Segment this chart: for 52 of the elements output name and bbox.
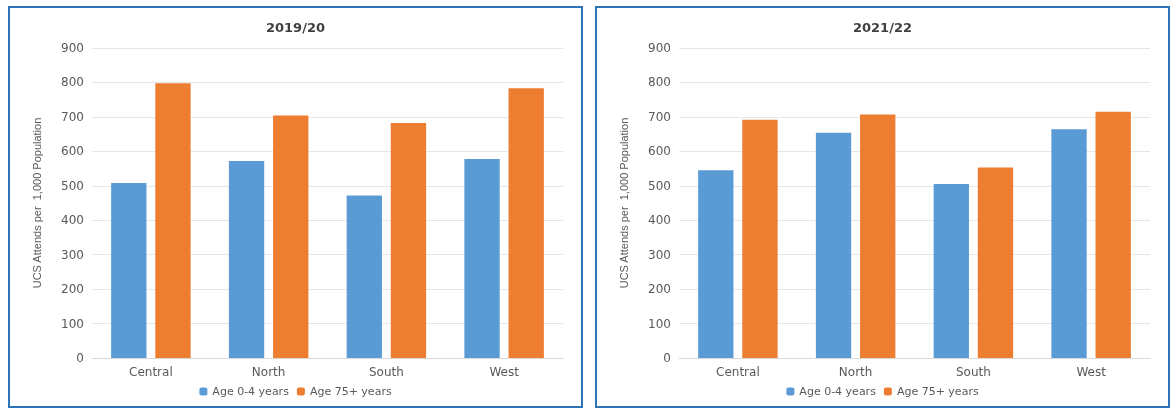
bar [742, 119, 778, 358]
y-tick-label: 0 [663, 351, 671, 365]
bar [228, 160, 265, 358]
y-tick-label: 900 [61, 41, 84, 55]
y-tick-label: 500 [648, 178, 671, 193]
x-tick-label: Central [716, 365, 760, 379]
legend-label: Age 75+ years [896, 385, 979, 398]
x-tick-label: West [489, 365, 520, 379]
bar [860, 114, 896, 358]
y-tick-label: 300 [648, 247, 671, 262]
y-tick-label: 700 [648, 109, 671, 124]
bar [698, 170, 734, 358]
y-tick-label: 500 [61, 178, 84, 193]
y-tick-label: 200 [61, 282, 84, 297]
y-tick-label: 700 [61, 109, 84, 124]
y-tick-label: 400 [648, 213, 671, 228]
y-tick-label: 600 [648, 144, 671, 159]
y-tick-label: 100 [61, 316, 84, 331]
chart-title: 2019/20 [265, 20, 326, 35]
x-tick-label: West [1076, 365, 1107, 379]
y-tick-label: 300 [61, 247, 84, 262]
bar [933, 184, 969, 358]
bar [390, 123, 427, 358]
bar [346, 195, 382, 358]
y-tick-label: 800 [648, 75, 671, 90]
chart-title: 2021/22 [852, 20, 913, 35]
y-tick-label: 100 [648, 316, 671, 331]
x-tick-label: North [838, 365, 873, 379]
bar [815, 132, 852, 358]
y-tick-label: 800 [61, 75, 84, 90]
bar [464, 158, 500, 358]
y-tick-label: 600 [61, 144, 84, 159]
legend-label: Age 0-4 years [799, 385, 877, 398]
bar [273, 115, 309, 358]
bar [1095, 111, 1131, 358]
legend-label: Age 75+ years [309, 385, 392, 398]
bar [155, 83, 191, 358]
x-tick-label: North [251, 365, 286, 379]
x-tick-label: South [368, 365, 404, 379]
bar [111, 183, 147, 358]
y-axis-title: UCS Attends per 1,000 Population [30, 117, 43, 289]
legend-label: Age 0-4 years [212, 385, 290, 398]
x-tick-label: Central [129, 365, 173, 379]
y-axis-title: UCS Attends per 1,000 Population [617, 117, 630, 289]
y-tick-label: 200 [648, 282, 671, 297]
bar [977, 167, 1014, 358]
y-tick-label: 900 [648, 41, 671, 55]
bar [1051, 129, 1087, 358]
bar [508, 88, 544, 358]
y-tick-label: 0 [76, 351, 84, 365]
x-tick-label: South [955, 365, 991, 379]
y-tick-label: 400 [61, 213, 84, 228]
